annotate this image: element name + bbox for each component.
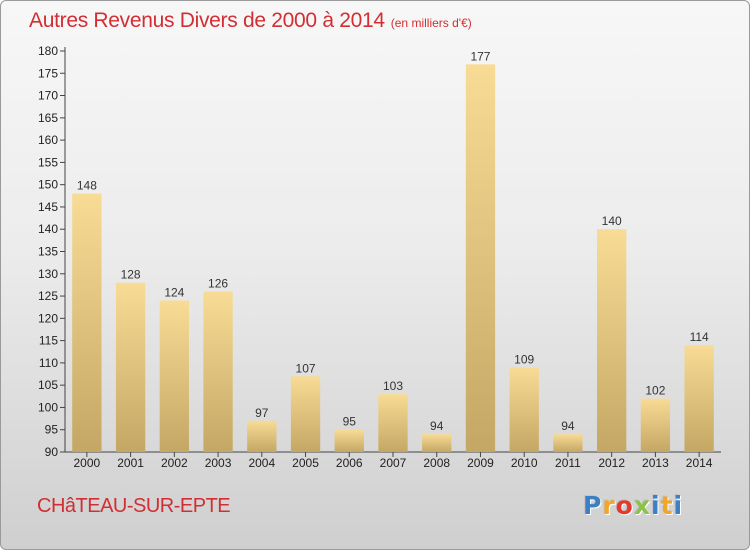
data-label: 102 [645, 384, 665, 398]
data-label: 114 [690, 330, 709, 344]
bar [334, 429, 364, 452]
y-tick-label: 100 [38, 400, 58, 414]
y-tick-label: 175 [38, 66, 58, 80]
y-tick-label: 160 [38, 133, 58, 147]
x-tick-label: 2008 [423, 456, 450, 470]
y-tick-label: 95 [45, 423, 59, 437]
data-label: 109 [514, 352, 534, 366]
data-label: 107 [296, 361, 316, 375]
y-tick-label: 180 [38, 44, 58, 58]
data-label: 124 [164, 286, 184, 300]
bar [684, 345, 714, 452]
y-tick-label: 110 [39, 356, 58, 370]
bar [509, 367, 539, 452]
bar [159, 300, 189, 452]
bar [465, 64, 496, 452]
y-tick-label: 165 [38, 111, 58, 125]
data-label: 126 [208, 277, 228, 291]
data-label: 94 [561, 419, 575, 433]
bar [597, 229, 627, 452]
y-tick-label: 115 [39, 334, 58, 348]
data-label: 148 [77, 179, 97, 193]
data-label: 103 [383, 379, 403, 393]
logo-letter: P [583, 491, 603, 520]
x-tick-label: 2005 [292, 456, 319, 470]
x-tick-label: 2003 [205, 456, 232, 470]
bar [553, 434, 583, 452]
x-tick-label: 2000 [74, 456, 101, 470]
logo-letter: i [673, 491, 684, 520]
data-label: 95 [343, 415, 357, 429]
y-tick-label: 120 [38, 311, 58, 325]
bar [72, 193, 102, 453]
y-tick-label: 135 [38, 245, 58, 259]
y-tick-label: 145 [38, 200, 58, 214]
x-tick-label: 2007 [380, 456, 407, 470]
x-tick-label: 2014 [686, 456, 713, 470]
chart-unit-label: (en milliers d'€) [390, 16, 472, 30]
x-tick-label: 2001 [117, 456, 144, 470]
bar [422, 434, 452, 452]
x-tick-label: 2004 [248, 456, 275, 470]
y-tick-label: 140 [38, 222, 58, 236]
x-tick-label: 2011 [555, 456, 581, 470]
data-label: 94 [430, 419, 444, 433]
logo-letter: o [615, 491, 634, 520]
city-name: CHâTEAU-SUR-EPTE [37, 495, 231, 517]
y-tick-label: 150 [38, 178, 58, 192]
logo-letter: r [602, 491, 616, 520]
bar [203, 291, 233, 452]
bar [115, 282, 146, 452]
data-label: 140 [602, 214, 622, 228]
logo-letter: x [633, 491, 651, 520]
y-tick-label: 130 [38, 267, 58, 281]
chart-title-text: Autres Revenus Divers de 2000 à 2014 [29, 9, 385, 32]
x-tick-label: 2009 [467, 456, 494, 470]
x-tick-label: 2012 [598, 456, 625, 470]
bar [640, 398, 671, 452]
y-tick-label: 155 [38, 155, 58, 169]
y-tick-label: 105 [38, 378, 58, 392]
data-label: 97 [255, 406, 269, 420]
y-tick-label: 90 [45, 445, 59, 459]
data-label: 128 [121, 268, 141, 282]
x-tick-label: 2006 [336, 456, 363, 470]
x-tick-label: 2010 [511, 456, 538, 470]
x-tick-label: 2013 [642, 456, 669, 470]
data-label: 177 [470, 49, 490, 63]
proxiti-logo[interactable]: Proxiti [583, 491, 683, 520]
bar [290, 376, 321, 452]
bar [378, 394, 408, 452]
chart-title: Autres Revenus Divers de 2000 à 2014 (en … [29, 9, 472, 33]
bar [247, 420, 277, 452]
x-tick-label: 2002 [161, 456, 188, 470]
logo-letter: i [651, 491, 661, 520]
y-tick-label: 125 [38, 289, 58, 303]
logo-letter: t [660, 491, 674, 520]
y-tick-label: 170 [38, 89, 58, 103]
